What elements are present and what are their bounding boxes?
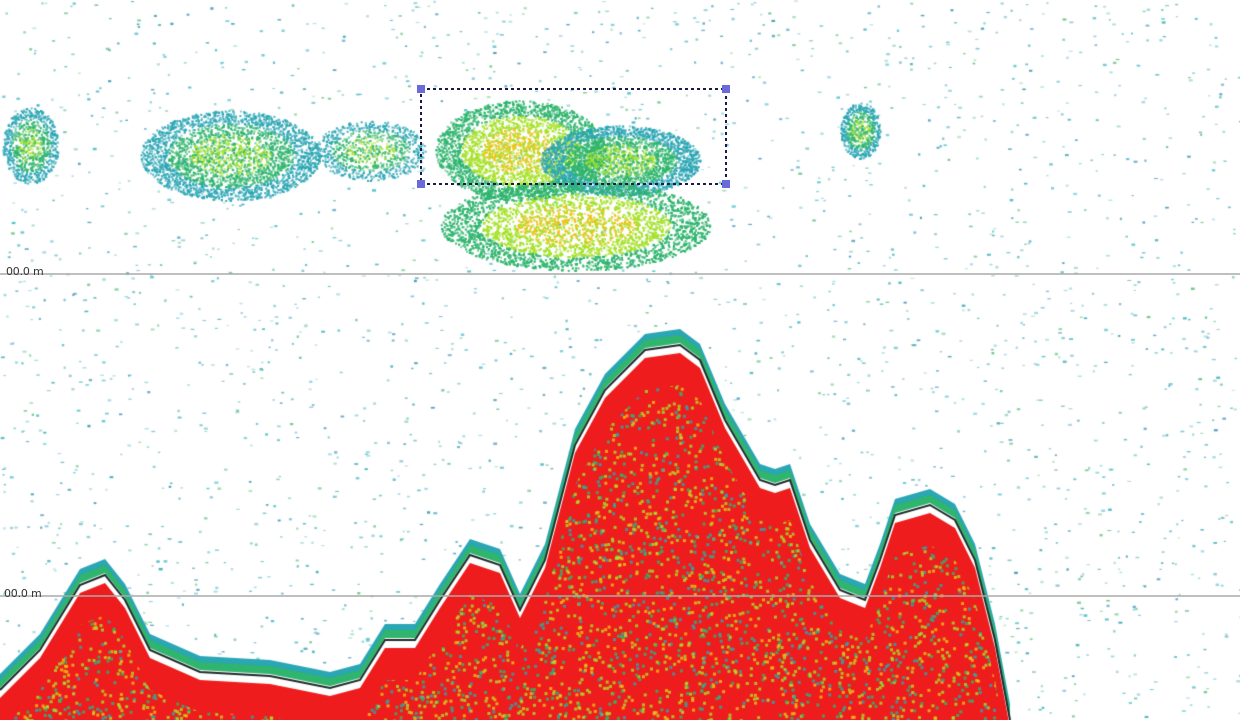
depth-label-lower: 00.0 m bbox=[4, 587, 42, 600]
selection-handle-top-left[interactable] bbox=[417, 85, 425, 93]
depth-label-upper: 00.0 m bbox=[6, 265, 44, 278]
selection-handle-bottom-right[interactable] bbox=[722, 180, 730, 188]
selection-handle-top-right[interactable] bbox=[722, 85, 730, 93]
selection-box[interactable] bbox=[417, 85, 730, 188]
selection-handle-bottom-left[interactable] bbox=[417, 180, 425, 188]
